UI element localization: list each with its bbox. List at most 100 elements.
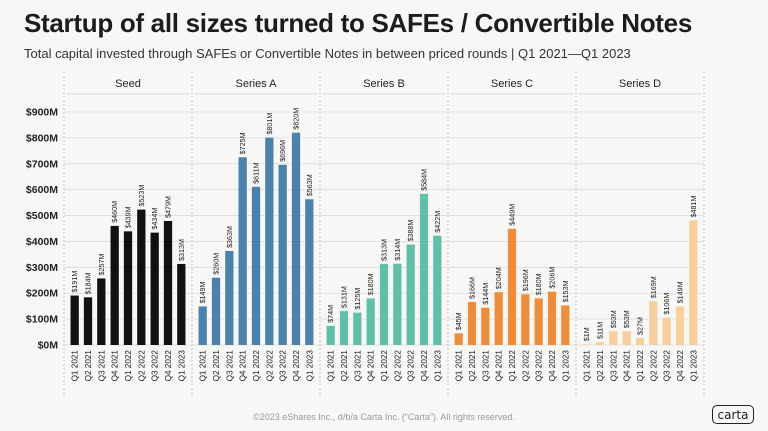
x-tick-label: Q3 2022 — [151, 350, 160, 382]
data-label: $481M — [689, 195, 698, 217]
x-tick-label: Q3 2022 — [279, 350, 288, 382]
bar — [494, 292, 503, 345]
x-tick-label: Q3 2022 — [663, 350, 672, 382]
bar — [419, 193, 429, 345]
x-tick-label: Q4 2022 — [548, 350, 557, 382]
data-label: $53M — [609, 310, 618, 328]
x-tick-label: Q1 2022 — [508, 350, 517, 382]
data-label: $204M — [494, 267, 503, 289]
data-label: $479M — [164, 196, 173, 218]
bar — [547, 291, 557, 345]
panel-header: Series C — [491, 78, 533, 90]
bar — [123, 231, 133, 345]
x-tick-label: Q1 2021 — [583, 350, 592, 382]
bar — [454, 333, 463, 345]
bar — [635, 338, 645, 345]
bar — [326, 325, 335, 345]
x-tick-label: Q4 2021 — [239, 350, 248, 382]
data-label: $434M — [150, 208, 159, 230]
bar — [211, 277, 221, 345]
data-label: $314M — [393, 239, 402, 261]
bar — [582, 344, 591, 345]
x-tick-label: Q3 2022 — [407, 350, 416, 382]
data-label: $696M — [278, 140, 287, 162]
data-label: $1M — [582, 327, 591, 341]
x-tick-label: Q1 2021 — [71, 350, 80, 382]
x-tick-label: Q4 2021 — [623, 350, 632, 382]
bar — [70, 295, 79, 345]
x-tick-label: Q2 2022 — [649, 350, 658, 382]
x-tick-label: Q1 2022 — [252, 350, 261, 382]
data-label: $563M — [305, 174, 314, 196]
x-tick-label: Q1 2021 — [327, 350, 336, 382]
x-tick-label: Q4 2022 — [420, 350, 429, 382]
data-label: $313M — [380, 239, 389, 261]
data-label: $206M — [548, 267, 557, 289]
x-tick-label: Q2 2021 — [84, 350, 93, 382]
x-tick-label: Q4 2021 — [495, 350, 504, 382]
bar — [198, 306, 207, 345]
panel-header: Seed — [115, 78, 141, 90]
data-label: $313M — [177, 239, 186, 261]
bar — [366, 298, 375, 345]
data-label: $27M — [636, 317, 645, 335]
data-label: $184M — [84, 272, 93, 294]
data-label: $191M — [70, 271, 79, 293]
bar — [521, 294, 530, 345]
bar — [393, 263, 402, 345]
data-label: $196M — [521, 269, 530, 291]
y-tick-label: $300M — [26, 262, 58, 274]
data-label: $74M — [326, 305, 335, 323]
bar — [251, 186, 261, 345]
x-tick-label: Q3 2021 — [481, 350, 490, 382]
x-tick-label: Q1 2021 — [455, 350, 464, 382]
data-label: $131M — [340, 286, 349, 308]
x-tick-label: Q3 2021 — [97, 350, 106, 382]
bar — [353, 312, 362, 345]
data-label: $169M — [649, 276, 658, 298]
panel-header: Series A — [236, 78, 278, 90]
bar — [265, 137, 274, 345]
x-tick-label: Q1 2023 — [433, 350, 442, 382]
y-tick-label: $800M — [26, 132, 58, 144]
x-tick-label: Q2 2021 — [212, 350, 221, 382]
x-tick-label: Q1 2023 — [177, 350, 186, 382]
x-tick-label: Q3 2021 — [353, 350, 362, 382]
bar — [662, 317, 671, 345]
x-tick-label: Q2 2021 — [468, 350, 477, 382]
x-tick-label: Q2 2021 — [340, 350, 349, 382]
bar — [689, 220, 698, 345]
chart-subtitle: Total capital invested through SAFEs or … — [24, 46, 631, 61]
x-tick-label: Q2 2022 — [521, 350, 530, 382]
data-label: $611M — [252, 162, 261, 183]
bar — [163, 220, 173, 345]
data-label: $257M — [97, 253, 106, 275]
data-label: $144M — [481, 283, 490, 305]
bar — [595, 342, 605, 345]
x-tick-label: Q3 2022 — [535, 350, 544, 382]
data-label: $166M — [468, 277, 477, 299]
chart-title: Startup of all sizes turned to SAFEs / C… — [24, 8, 692, 38]
data-label: $801M — [265, 113, 274, 135]
data-label: $725M — [238, 132, 247, 154]
data-label: $260M — [212, 253, 221, 275]
bar — [649, 301, 658, 345]
y-tick-label: $400M — [26, 236, 58, 248]
bar — [481, 307, 490, 345]
bar — [406, 244, 415, 345]
y-tick-label: $900M — [26, 107, 58, 119]
bar — [83, 297, 93, 345]
data-label: $149M — [198, 281, 207, 303]
x-tick-label: Q4 2022 — [676, 350, 685, 382]
bar — [379, 263, 389, 345]
bar — [622, 331, 631, 345]
data-label: $584M — [420, 169, 429, 191]
data-label: $125M — [353, 288, 362, 310]
x-tick-label: Q2 2021 — [596, 350, 605, 382]
x-tick-label: Q4 2021 — [367, 350, 376, 382]
data-label: $45M — [454, 312, 463, 330]
panel-header: Series D — [619, 78, 661, 90]
x-tick-label: Q2 2022 — [137, 350, 146, 382]
x-tick-label: Q2 2022 — [265, 350, 274, 382]
x-tick-label: Q1 2023 — [305, 350, 314, 382]
